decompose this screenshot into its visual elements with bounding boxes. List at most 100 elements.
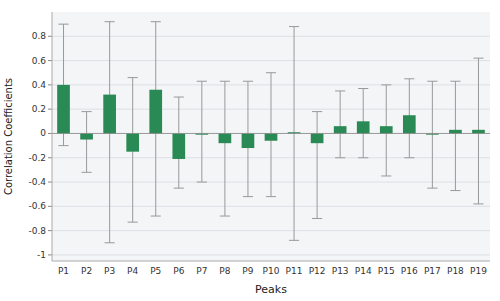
y-tick-label: 0: [40, 128, 46, 138]
bar: [449, 130, 462, 134]
x-tick-label: P5: [150, 266, 161, 276]
x-axis-label: Peaks: [255, 283, 287, 296]
x-tick-label: P9: [242, 266, 253, 276]
y-tick-label: -0.8: [28, 226, 46, 236]
y-tick: [48, 157, 52, 158]
grid-line: [52, 230, 490, 231]
whisker-cap-high: [358, 88, 368, 89]
whisker-cap-high: [151, 21, 161, 22]
y-axis-label: Correlation Coefficients: [3, 78, 14, 195]
whisker-cap-high: [404, 78, 414, 79]
whisker: [201, 81, 202, 182]
grid-line: [52, 60, 490, 61]
whisker-cap-high: [105, 21, 115, 22]
whisker-cap-high: [58, 24, 68, 25]
whisker-cap-high: [381, 84, 391, 85]
whisker-cap-high: [289, 26, 299, 27]
whisker-cap-low: [450, 190, 460, 191]
whisker: [455, 81, 456, 190]
whisker-cap-low: [243, 196, 253, 197]
x-axis-line: [52, 261, 490, 262]
x-tick-label: P6: [173, 266, 184, 276]
whisker: [86, 112, 87, 173]
grid-line: [52, 133, 490, 134]
x-tick-label: P11: [286, 266, 303, 276]
whisker-cap-low: [105, 242, 115, 243]
whisker-cap-low: [151, 216, 161, 217]
whisker-cap-low: [174, 188, 184, 189]
whisker-cap-high: [266, 72, 276, 73]
whisker-cap-high: [243, 81, 253, 82]
y-tick-label: -0.4: [28, 177, 46, 187]
whisker-cap-low: [128, 222, 138, 223]
x-tick-label: P17: [424, 266, 441, 276]
bar: [357, 121, 370, 133]
whisker-cap-low: [427, 188, 437, 189]
bar: [80, 133, 93, 139]
whisker-cap-low: [312, 218, 322, 219]
x-tick-label: P10: [263, 266, 280, 276]
x-tick-label: P19: [470, 266, 487, 276]
chart-container: -1-0.8-0.6-0.4-0.200.20.40.60.8P1P2P3P4P…: [0, 0, 500, 301]
whisker-cap-high: [82, 111, 92, 112]
y-tick: [48, 133, 52, 134]
y-tick: [48, 230, 52, 231]
whisker-cap-low: [197, 182, 207, 183]
whisker-cap-high: [220, 81, 230, 82]
y-tick: [48, 182, 52, 183]
grid-line: [52, 254, 490, 255]
y-tick: [48, 254, 52, 255]
y-tick-label: -1: [37, 250, 46, 260]
whisker-cap-low: [58, 145, 68, 146]
whisker-cap-low: [473, 203, 483, 204]
bar: [265, 133, 278, 140]
bar: [380, 126, 393, 133]
y-tick-label: 0.6: [32, 56, 47, 66]
y-tick: [48, 36, 52, 37]
chart-svg: -1-0.8-0.6-0.4-0.200.20.40.60.8P1P2P3P4P…: [0, 0, 500, 301]
whisker: [317, 112, 318, 219]
whisker-cap-low: [82, 172, 92, 173]
plot-background: [52, 12, 490, 261]
y-tick: [48, 84, 52, 85]
bar: [149, 90, 162, 134]
x-tick-label: P12: [309, 266, 326, 276]
x-tick-label: P15: [378, 266, 395, 276]
y-tick-label: 0.8: [32, 31, 47, 41]
whisker-cap-high: [473, 58, 483, 59]
whisker-cap-low: [266, 196, 276, 197]
bar: [334, 126, 347, 133]
y-tick-label: -0.6: [28, 201, 46, 211]
y-tick: [48, 206, 52, 207]
x-tick-label: P7: [196, 266, 207, 276]
whisker-cap-high: [450, 81, 460, 82]
whisker-cap-low: [358, 157, 368, 158]
y-tick: [48, 60, 52, 61]
whisker: [340, 91, 341, 158]
bar: [311, 133, 324, 143]
bar: [126, 133, 139, 151]
bar: [403, 115, 416, 133]
bar: [472, 130, 485, 134]
zero-line: [52, 133, 490, 134]
whisker-cap-low: [335, 157, 345, 158]
whisker-cap-high: [174, 97, 184, 98]
x-tick-label: P8: [219, 266, 230, 276]
whisker-cap-low: [289, 240, 299, 241]
x-tick-label: P1: [58, 266, 69, 276]
whisker-cap-high: [427, 81, 437, 82]
bar: [242, 133, 255, 148]
whisker-cap-high: [197, 81, 207, 82]
plot-area: [57, 22, 485, 243]
grid-line: [52, 206, 490, 207]
y-tick: [48, 109, 52, 110]
x-tick-label: P14: [355, 266, 372, 276]
y-tick-label: -0.2: [28, 153, 46, 163]
x-tick-label: P3: [104, 266, 115, 276]
grid: [52, 36, 490, 255]
x-tick-label: P4: [127, 266, 138, 276]
grid-line: [52, 36, 490, 37]
y-tick-label: 0.4: [32, 80, 47, 90]
bar: [57, 85, 70, 134]
whisker-cap-low: [381, 175, 391, 176]
